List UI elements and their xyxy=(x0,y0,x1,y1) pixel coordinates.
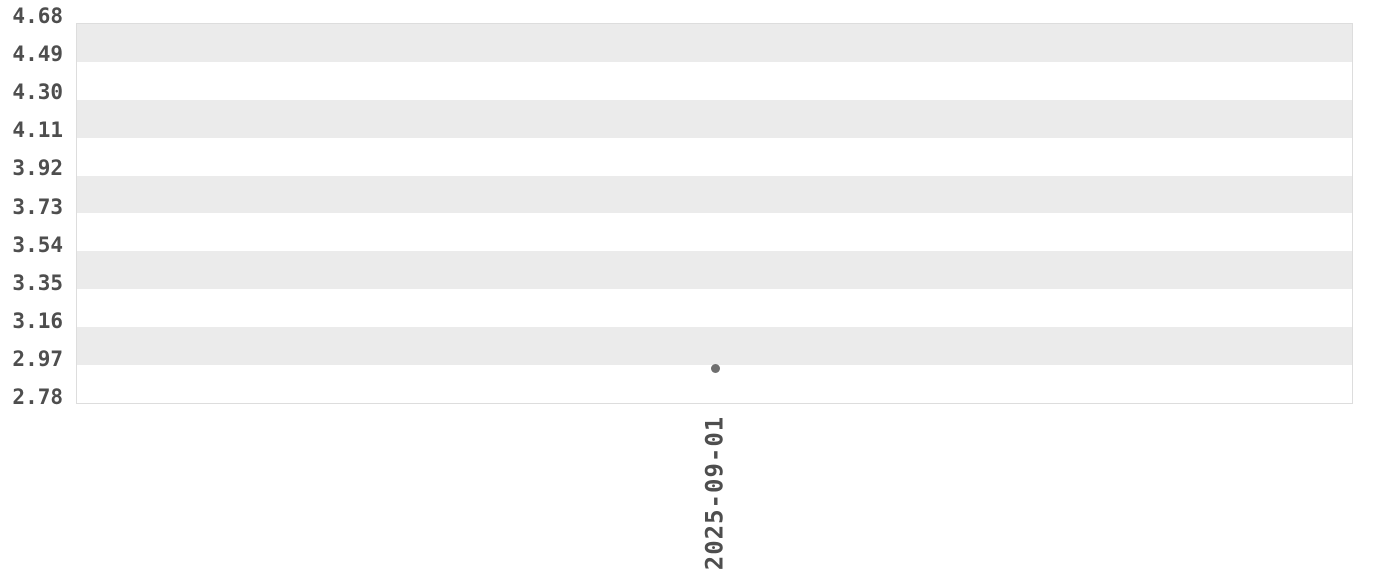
stripe-band xyxy=(77,289,1352,327)
grid-stripes xyxy=(77,24,1352,403)
stripe-band xyxy=(77,251,1352,290)
y-tick-label: 3.16 xyxy=(12,308,63,333)
stripe-band xyxy=(77,24,1352,62)
stripe-band xyxy=(77,327,1352,366)
x-tick-label-box: 2025-09-01 xyxy=(700,413,730,573)
stripe-band xyxy=(77,99,1352,138)
y-tick-label: 4.11 xyxy=(12,118,63,143)
y-tick-label: 4.68 xyxy=(12,4,63,28)
y-tick-label: 4.49 xyxy=(12,42,63,67)
y-tick-label: 3.35 xyxy=(12,270,63,295)
x-tick-label: 2025-09-01 xyxy=(700,415,729,571)
y-tick-label: 4.30 xyxy=(12,80,63,105)
y-tick-label: 3.73 xyxy=(12,194,63,219)
stripe-band xyxy=(77,213,1352,251)
stripe-band xyxy=(77,175,1352,214)
data-point[interactable] xyxy=(711,364,720,374)
y-tick-label: 2.78 xyxy=(12,385,63,409)
y-tick-label: 3.92 xyxy=(12,156,63,181)
y-tick-label: 3.54 xyxy=(12,232,63,257)
plot-area xyxy=(76,23,1353,404)
stripe-band xyxy=(77,62,1352,100)
stripe-band xyxy=(77,138,1352,176)
y-tick-label: 2.97 xyxy=(12,346,63,371)
